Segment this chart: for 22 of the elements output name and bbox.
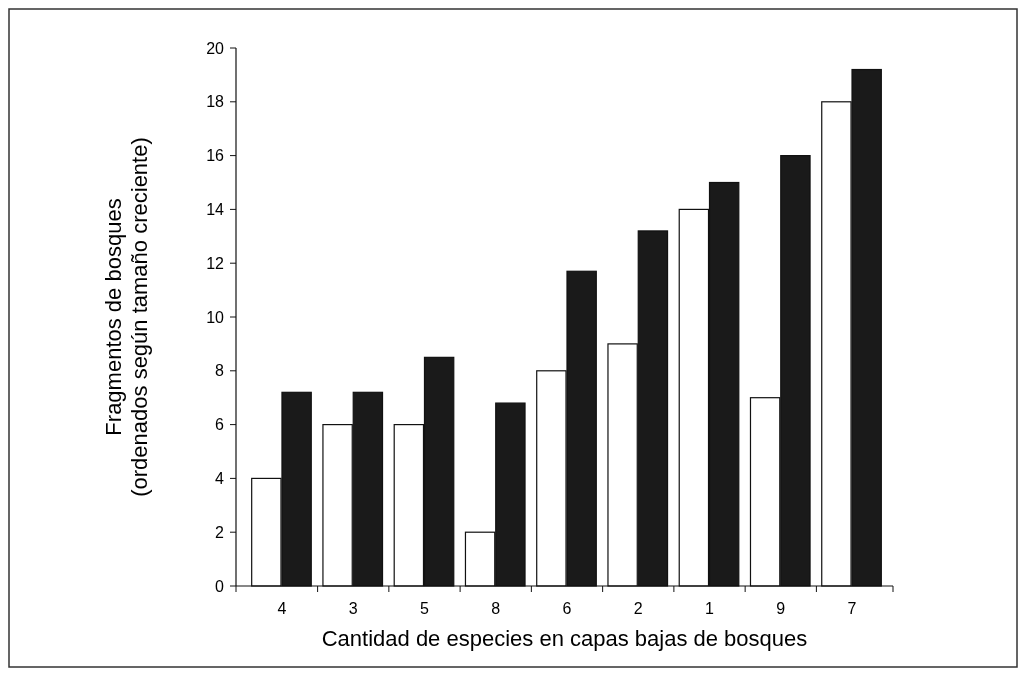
y-axis-title: Fragmentos de bosques (ordenados según tamaño creciente) bbox=[101, 137, 152, 497]
x-tick-label: 4 bbox=[277, 600, 287, 617]
x-tick-label: 8 bbox=[491, 600, 501, 617]
y-tick-label: 16 bbox=[206, 147, 225, 165]
x-tick-label: 1 bbox=[705, 600, 715, 617]
y-tick-label: 12 bbox=[206, 254, 225, 272]
y-tick-label: 2 bbox=[215, 523, 225, 541]
y-tick-label: 20 bbox=[206, 39, 225, 57]
y-tick-label: 4 bbox=[215, 470, 225, 487]
x-tick-label: 2 bbox=[633, 600, 643, 617]
x-tick-label: 7 bbox=[847, 600, 857, 617]
y-tick-label: 0 bbox=[215, 577, 225, 595]
y-tick-label: 8 bbox=[215, 362, 225, 380]
x-tick-label: 5 bbox=[420, 600, 430, 617]
x-tick-label: 9 bbox=[776, 600, 786, 617]
y-tick-label: 10 bbox=[206, 308, 225, 326]
x-tick-label: 6 bbox=[562, 600, 572, 617]
y-tick-label: 14 bbox=[206, 201, 225, 218]
x-tick-label: 3 bbox=[348, 600, 358, 617]
y-tick-label: 6 bbox=[215, 416, 225, 434]
y-tick-label: 18 bbox=[206, 93, 225, 111]
x-axis-title: Cantidad de especies en capas bajas de bosques bbox=[321, 626, 808, 651]
